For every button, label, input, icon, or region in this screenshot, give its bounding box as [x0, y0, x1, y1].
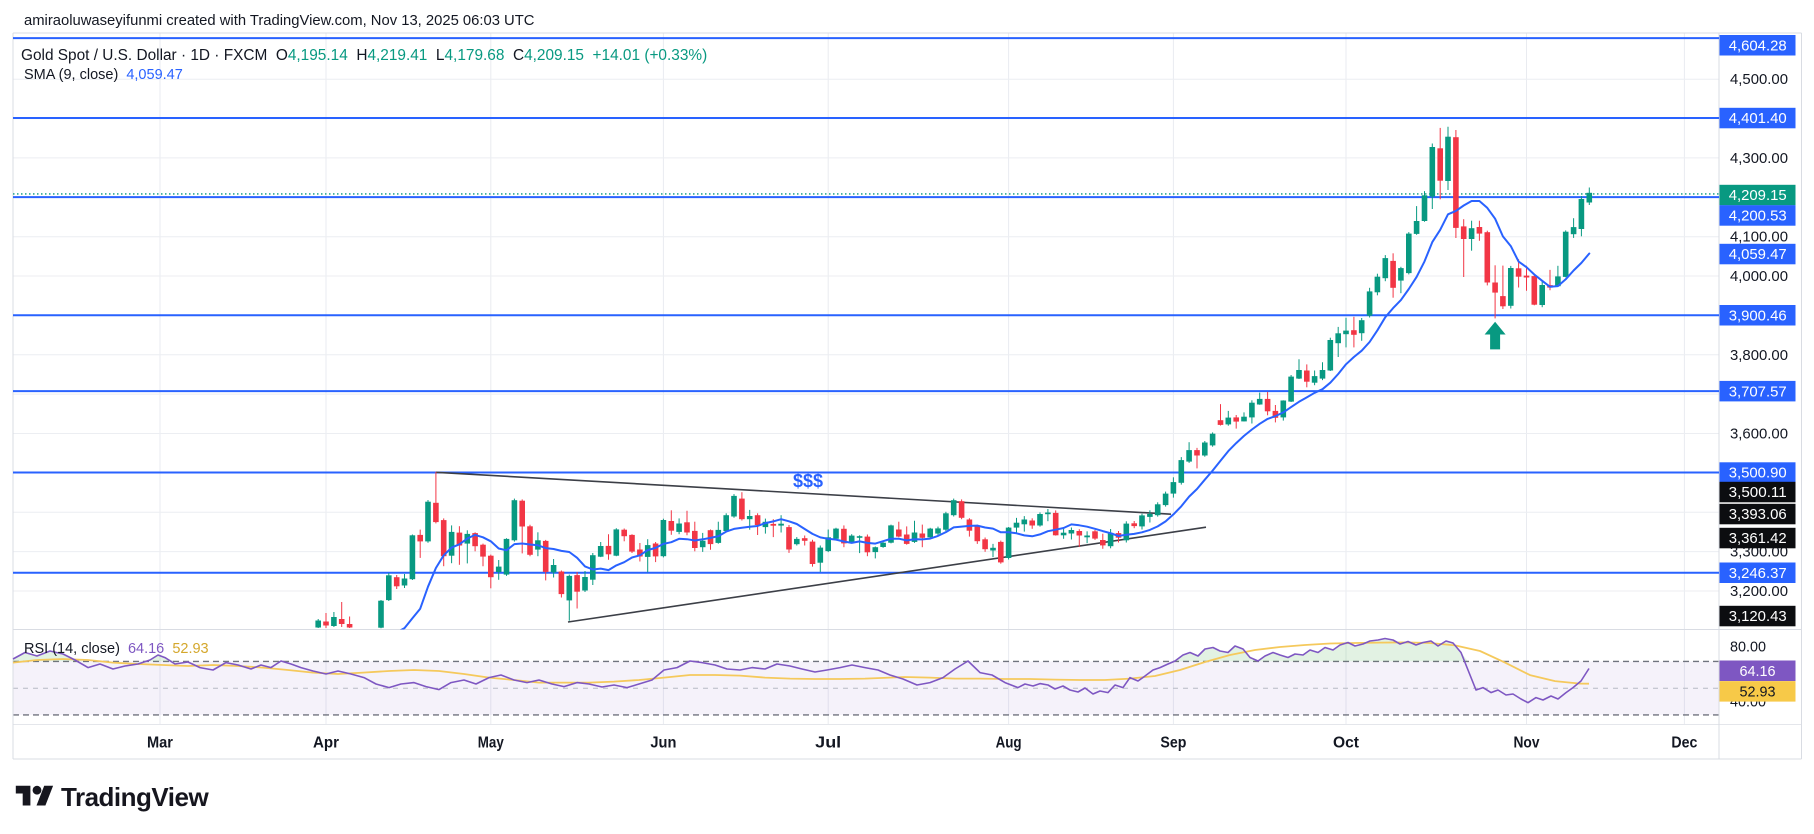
svg-text:$$$: $$$	[793, 471, 823, 491]
svg-text:Jun: Jun	[650, 735, 676, 752]
svg-text:3,707.57: 3,707.57	[1729, 383, 1787, 400]
svg-text:SMA (9, close) 4,059.47: SMA (9, close) 4,059.47	[24, 67, 183, 83]
svg-text:4,100.00: 4,100.00	[1730, 229, 1788, 246]
svg-text:RSI (14, close) 64.16 52.93: RSI (14, close) 64.16 52.93	[24, 641, 209, 657]
svg-text:3,600.00: 3,600.00	[1730, 426, 1788, 443]
svg-text:Nov: Nov	[1514, 735, 1540, 752]
svg-text:3,200.00: 3,200.00	[1730, 583, 1788, 600]
svg-text:4,059.47: 4,059.47	[1729, 246, 1787, 263]
svg-text:Aug: Aug	[996, 735, 1022, 752]
svg-text:Jul: Jul	[815, 735, 841, 752]
svg-text:Oct: Oct	[1333, 735, 1360, 752]
svg-text:52.93: 52.93	[1740, 684, 1776, 701]
svg-text:3,900.46: 3,900.46	[1729, 307, 1787, 324]
svg-text:3,500.11: 3,500.11	[1729, 484, 1787, 501]
svg-text:4,200.53: 4,200.53	[1729, 208, 1787, 225]
svg-text:Apr: Apr	[313, 735, 339, 752]
svg-text:64.16: 64.16	[1740, 663, 1776, 680]
svg-text:Dec: Dec	[1671, 735, 1697, 752]
svg-text:4,000.00: 4,000.00	[1730, 268, 1788, 285]
svg-text:3,361.42: 3,361.42	[1729, 530, 1787, 547]
svg-text:4,500.00: 4,500.00	[1730, 71, 1788, 88]
svg-text:amiraoluwaseyifunmi created wi: amiraoluwaseyifunmi created with Trading…	[24, 13, 535, 29]
svg-text:4,401.40: 4,401.40	[1729, 110, 1787, 127]
svg-text:3,246.37: 3,246.37	[1729, 565, 1787, 582]
svg-text:Mar: Mar	[147, 735, 173, 752]
svg-text:Sep: Sep	[1160, 735, 1186, 752]
svg-text:3,800.00: 3,800.00	[1730, 347, 1788, 364]
svg-text:TradingView: TradingView	[61, 782, 209, 812]
svg-text:Gold Spot / U.S. Dollar · 1D ·: Gold Spot / U.S. Dollar · 1D · FXCM O4,1…	[21, 47, 707, 64]
svg-text:4,604.28: 4,604.28	[1729, 37, 1787, 54]
svg-text:4,300.00: 4,300.00	[1730, 150, 1788, 167]
svg-text:3,120.43: 3,120.43	[1729, 608, 1787, 625]
svg-text:May: May	[478, 735, 504, 752]
svg-text:4,209.15: 4,209.15	[1729, 187, 1787, 204]
svg-text:3,393.06: 3,393.06	[1729, 506, 1787, 523]
svg-text:80.00: 80.00	[1730, 639, 1766, 656]
svg-text:3,500.90: 3,500.90	[1729, 465, 1787, 482]
